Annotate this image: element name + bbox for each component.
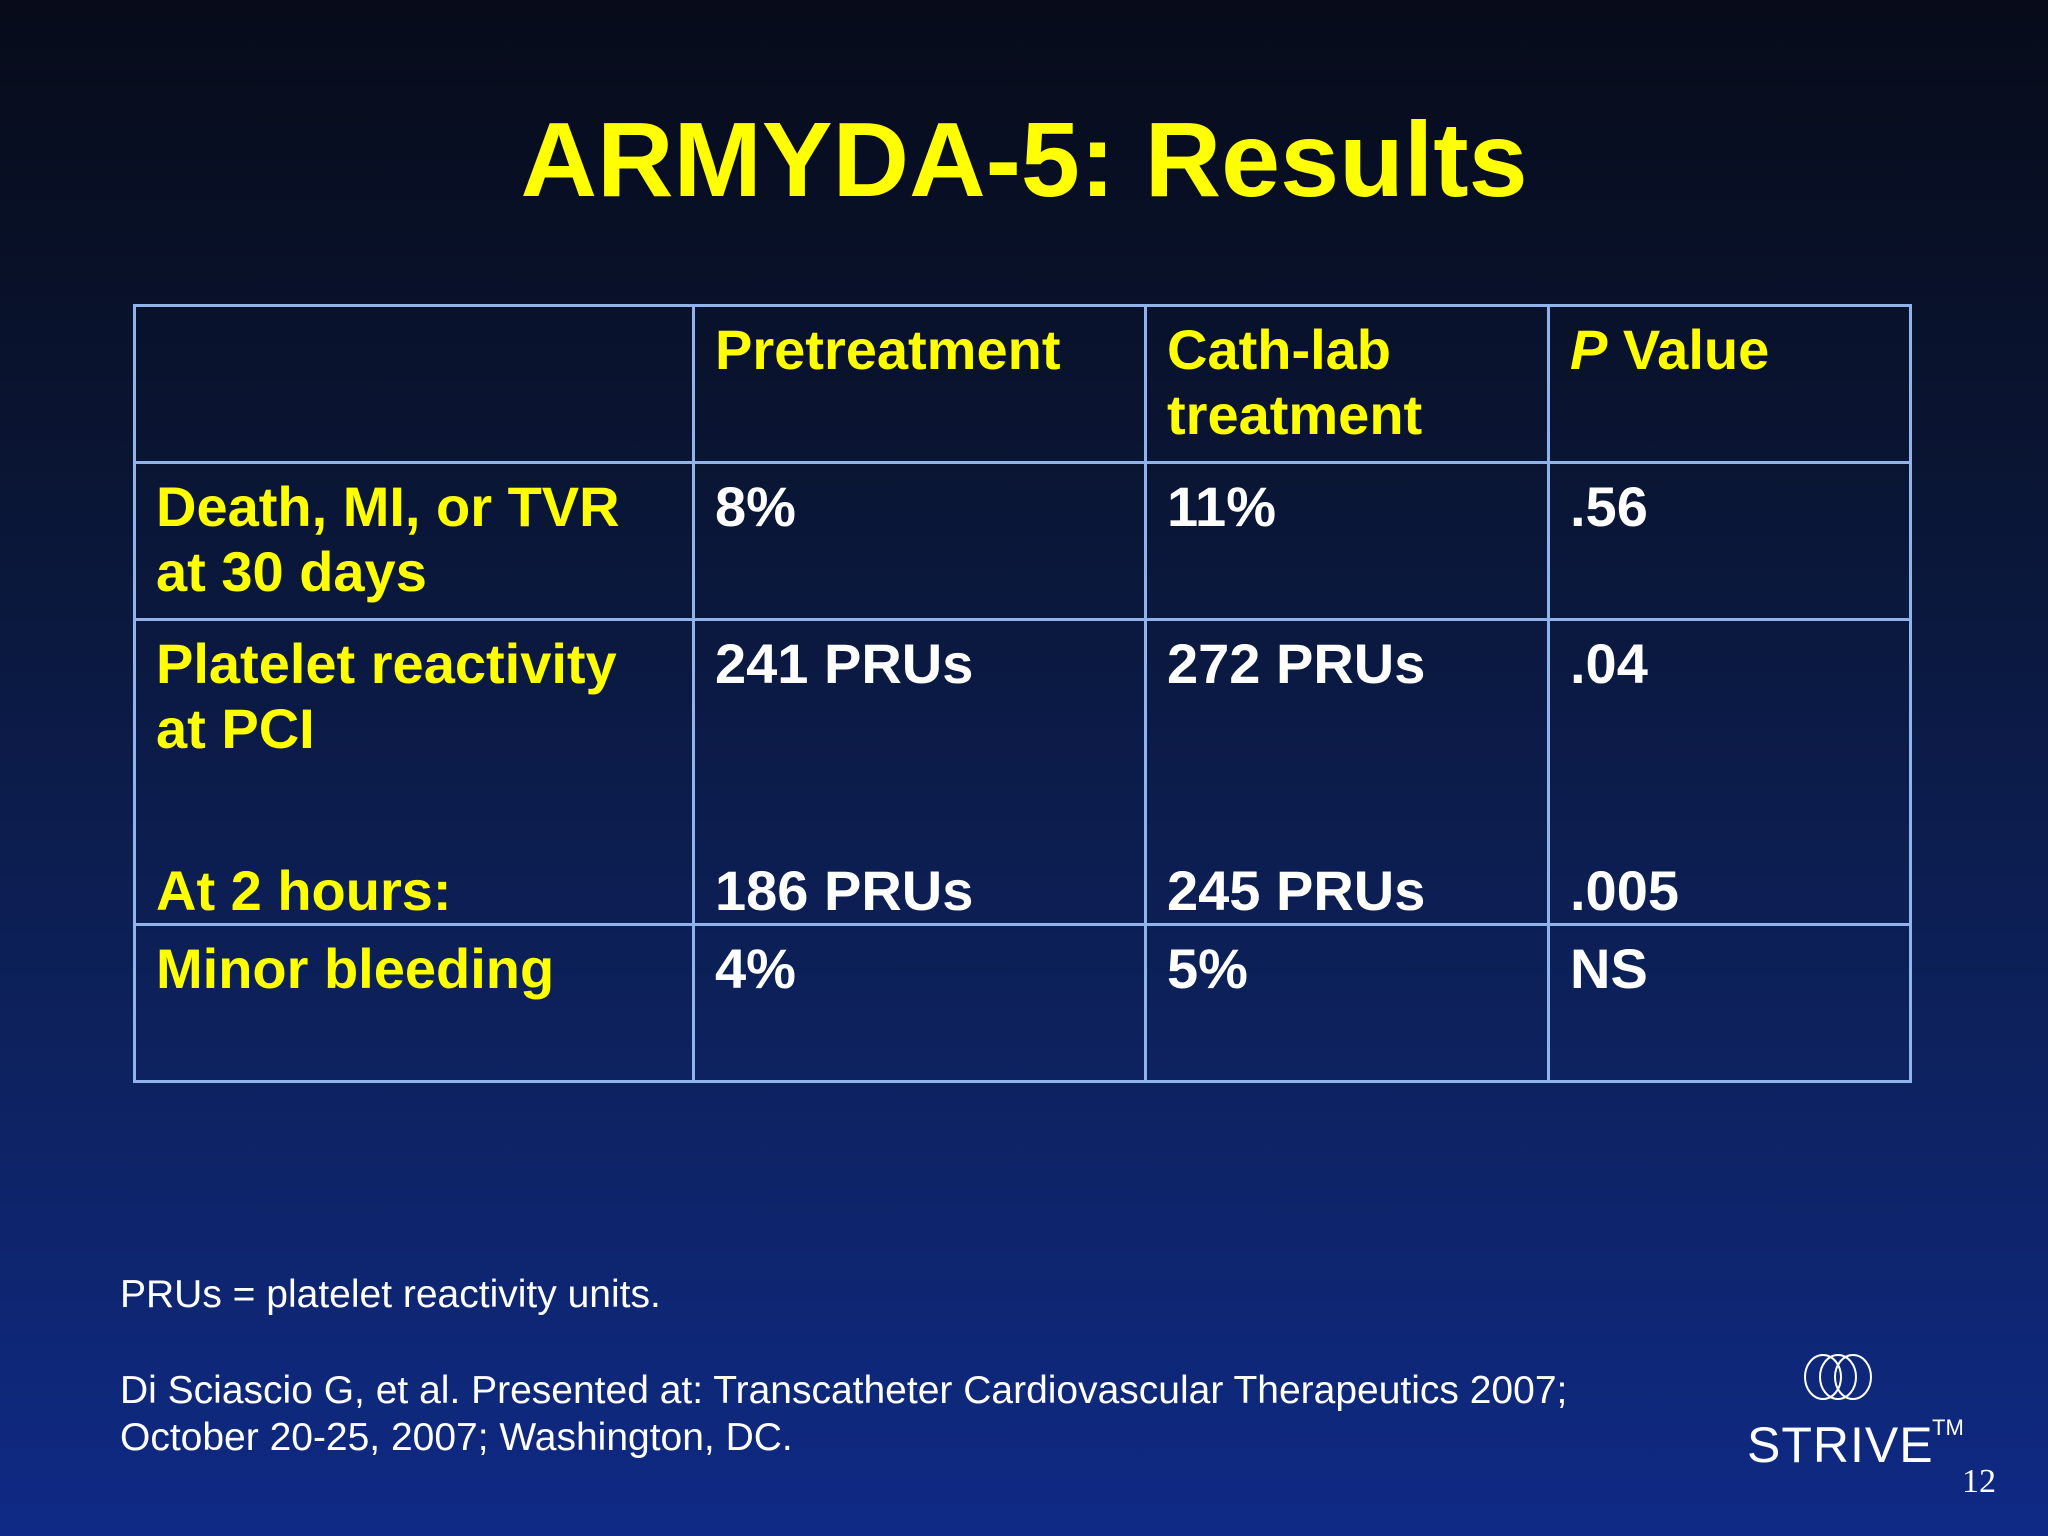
slide-title: ARMYDA-5: Results xyxy=(520,101,1528,219)
cell-bleeding-pretreatment: 4% xyxy=(692,923,1147,1083)
cell-platelet-p-value: .04 .005 xyxy=(1547,618,1912,926)
citation-line-1: Di Sciascio G, et al. Presented at: Tran… xyxy=(120,1369,1568,1412)
cell-platelet-pretreatment: 241 PRUs 186 PRUs xyxy=(692,618,1147,926)
platelet-pretreatment-2h: 186 PRUs xyxy=(715,859,974,922)
page-number: 12 xyxy=(1962,1463,1996,1500)
platelet-label-top: Platelet reactivity at PCI xyxy=(156,632,617,760)
header-empty-cell xyxy=(133,304,695,464)
table-row: Death, MI, or TVR at 30 days 8% 11% .56 xyxy=(133,461,1912,621)
header-p-rest: Value xyxy=(1607,318,1770,381)
header-p-italic: P xyxy=(1570,318,1608,381)
table-row: Minor bleeding 4% 5% NS xyxy=(133,923,1912,1083)
strive-logo: STRIVE TM xyxy=(1740,1352,1970,1473)
platelet-p-value-2h: .005 xyxy=(1570,859,1679,922)
platelet-cath-lab-2h: 245 PRUs xyxy=(1167,859,1426,922)
cell-death-p-value: .56 xyxy=(1547,461,1912,621)
cell-death-cath-lab: 11% xyxy=(1144,461,1550,621)
citation: Di Sciascio G, et al. Presented at: Tran… xyxy=(120,1367,1680,1461)
cell-death-pretreatment: 8% xyxy=(692,461,1147,621)
header-cath-lab: Cath-lab treatment xyxy=(1144,304,1550,464)
row-label-minor-bleeding: Minor bleeding xyxy=(133,923,695,1083)
abbreviation-footnote: PRUs = platelet reactivity units. xyxy=(120,1273,661,1316)
table-row: Platelet reactivity at PCI At 2 hours: 2… xyxy=(133,618,1912,926)
row-label-death-mi-tvr: Death, MI, or TVR at 30 days xyxy=(133,461,695,621)
header-p-value: P Value xyxy=(1547,304,1912,464)
citation-line-2: October 20-25, 2007; Washington, DC. xyxy=(120,1416,793,1459)
logo-trademark: TM xyxy=(1932,1415,1964,1440)
cell-platelet-cath-lab: 272 PRUs 245 PRUs xyxy=(1144,618,1550,926)
platelet-label-2-hours: At 2 hours: xyxy=(156,859,452,922)
results-table: Pretreatment Cath-lab treatment P Value … xyxy=(133,304,1912,1083)
three-rings-icon xyxy=(1804,1354,1872,1400)
platelet-pretreatment-pci: 241 PRUs xyxy=(715,632,974,695)
header-pretreatment: Pretreatment xyxy=(692,304,1147,464)
row-label-platelet-reactivity: Platelet reactivity at PCI At 2 hours: xyxy=(133,618,695,926)
platelet-cath-lab-pci: 272 PRUs xyxy=(1167,632,1426,695)
platelet-p-value-pci: .04 xyxy=(1570,632,1648,695)
cell-bleeding-cath-lab: 5% xyxy=(1144,923,1550,1083)
logo-wordmark: STRIVE xyxy=(1747,1417,1934,1473)
cell-bleeding-p-value: NS xyxy=(1547,923,1912,1083)
table-header-row: Pretreatment Cath-lab treatment P Value xyxy=(133,304,1912,464)
